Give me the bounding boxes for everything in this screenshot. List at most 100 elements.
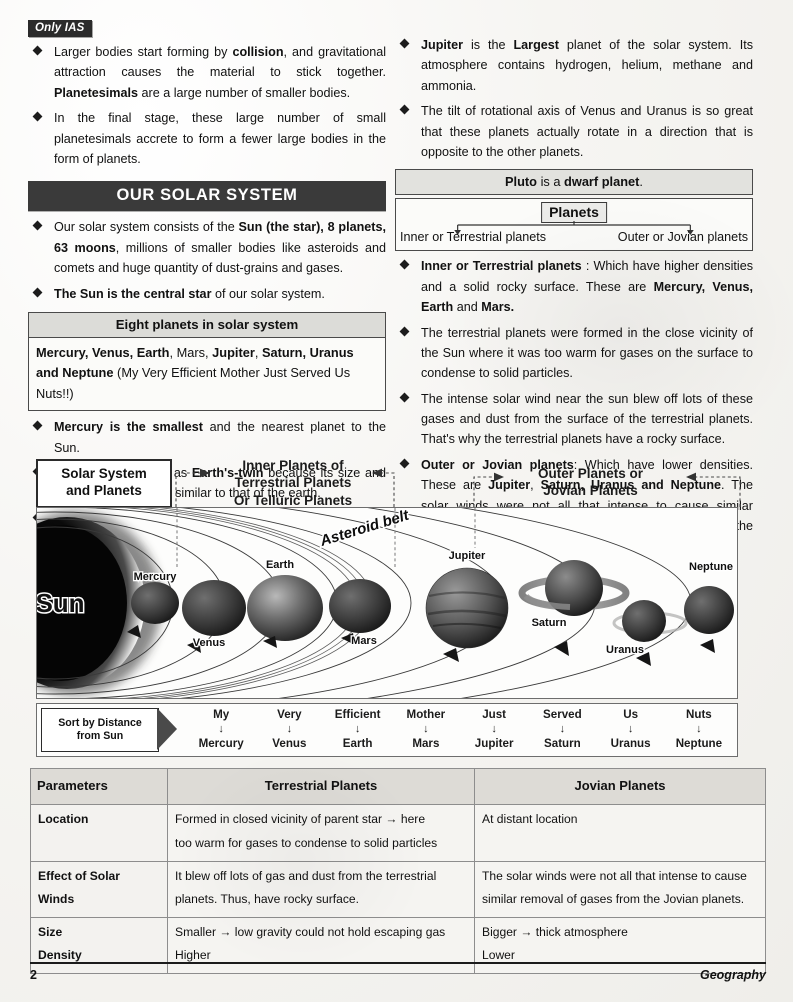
diamond-bullet-icon — [32, 111, 43, 122]
planets-tree-root-label: Planets — [541, 202, 607, 224]
svg-text:Jupiter: Jupiter — [449, 550, 486, 562]
svg-text:Uranus: Uranus — [606, 644, 644, 656]
mnemonic-planet: Jupiter — [474, 737, 514, 751]
mnemonic-item: Served ↓ Saturn — [528, 706, 596, 751]
sort-by-distance-tag: Sort by Distance from Sun — [41, 708, 159, 752]
eight-planets-body: Mercury, Venus, Earth, Mars, Jupiter, Sa… — [36, 344, 354, 401]
planet-orbits-diagram-icon: Sun Sun Mercury Mercury Venus Venus Eart… — [37, 508, 737, 698]
svg-text:Jupiter: Jupiter — [449, 550, 486, 562]
sort-arrow-icon — [157, 708, 177, 750]
bullet-text: Larger bodies start forming by collision… — [54, 45, 387, 100]
bullet-text: In the final stage, these large number o… — [54, 111, 386, 166]
table-row: Location Formed in closed vicinity of pa… — [30, 804, 766, 862]
mnemonic-planet: Uranus — [610, 737, 651, 751]
outer-header-line2: Jovian Planets — [543, 483, 638, 499]
cell-parameter: Effect of Solar Winds — [30, 860, 168, 918]
eight-planets-panel: Eight planets in solar system Mercury, V… — [28, 311, 386, 412]
param-label: Location — [38, 812, 89, 827]
diamond-bullet-icon — [32, 220, 43, 231]
cell-line: Smaller → low gravity could not hold esc… — [175, 924, 446, 939]
sort-tag-line2: from Sun — [76, 730, 124, 742]
svg-text:Venus: Venus — [193, 637, 225, 649]
down-arrow-icon: ↓ — [627, 722, 634, 735]
cell-terrestrial: It blew off lots of gas and dust from th… — [167, 860, 475, 918]
svg-text:Sun: Sun — [37, 588, 85, 618]
down-arrow-icon: ↓ — [286, 722, 293, 735]
diamond-bullet-icon — [399, 259, 410, 270]
diamond-bullet-icon — [399, 38, 410, 49]
page-footer: 2 Geography — [30, 962, 766, 982]
mnemonic-item: Us ↓ Uranus — [597, 706, 665, 751]
svg-text:Sun: Sun — [37, 588, 85, 618]
svg-text:Earth: Earth — [266, 559, 294, 571]
inner-header-line2: Terrestrial Planets — [234, 475, 352, 491]
mnemonic-word: My — [213, 708, 230, 721]
svg-text:Earth: Earth — [266, 559, 294, 571]
mnemonic-word: Just — [482, 708, 507, 721]
down-arrow-icon: ↓ — [559, 722, 566, 735]
list-item: The tilt of rotational axis of Venus and… — [395, 101, 753, 162]
svg-text:Mercury: Mercury — [134, 571, 178, 583]
cell-jovian: Bigger → thick atmosphere Lower — [474, 916, 766, 974]
list-item: In the final stage, these large number o… — [28, 108, 386, 169]
mnemonic-item: Nuts ↓ Neptune — [665, 706, 733, 751]
bullet-text: Our solar system consists of the Sun (th… — [54, 220, 386, 276]
mnemonic-planet: Earth — [342, 737, 373, 751]
cell-line: too warm for gases to condense to solid … — [175, 835, 438, 850]
cell-terrestrial: Smaller → low gravity could not hold esc… — [167, 916, 475, 974]
down-arrow-icon: ↓ — [354, 722, 361, 735]
list-item: Mercury is the smallest and the nearest … — [28, 417, 386, 458]
column-header-jovian: Jovian Planets — [474, 767, 766, 806]
diamond-bullet-icon — [32, 420, 43, 431]
svg-text:Mars: Mars — [351, 635, 377, 647]
param-label-line2: Density — [38, 948, 82, 963]
cell-line: Formed in closed vicinity of parent star… — [175, 812, 426, 827]
mnemonic-item: Just ↓ Jupiter — [460, 706, 528, 751]
list-item: Jupiter is the Largest planet of the sol… — [395, 35, 753, 96]
svg-text:Uranus: Uranus — [606, 644, 644, 656]
list-item: The terrestrial planets were formed in t… — [395, 323, 753, 384]
param-label: Effect of Solar — [38, 868, 120, 883]
footer-rule — [30, 962, 766, 964]
inner-planets-header: Inner Planets of Terrestrial Planets Or … — [188, 457, 398, 509]
figure-title-box: Solar System and Planets — [36, 459, 172, 508]
cell-parameter: Location — [30, 804, 168, 862]
figure-title-line1: Solar System — [61, 466, 147, 481]
list-item: Inner or Terrestrial planets : Which hav… — [395, 256, 753, 317]
inner-header-line3: Or Telluric Planets — [233, 492, 353, 508]
cell-parameter: Size Density — [30, 916, 168, 974]
mnemonic-planet: Neptune — [675, 737, 723, 751]
mnemonic-planet: Mars — [412, 737, 440, 751]
cell-terrestrial: Formed in closed vicinity of parent star… — [167, 804, 475, 862]
svg-text:Neptune: Neptune — [689, 561, 733, 573]
down-arrow-icon: ↓ — [696, 722, 702, 735]
cell-line: planets. Thus, have rocky surface. — [175, 892, 359, 907]
left-column: Only IAS Larger bodies start forming by … — [28, 18, 386, 572]
list-item: The Sun is the central star of our solar… — [28, 284, 386, 304]
sort-by-distance-row: Sort by Distance from Sun My ↓ Mercury V… — [36, 703, 738, 757]
svg-text:Neptune: Neptune — [689, 561, 733, 573]
mnemonic-planet: Venus — [272, 737, 307, 751]
footer-subject: Geography — [700, 968, 766, 982]
diamond-bullet-icon — [399, 104, 410, 115]
right-column: Jupiter is the Largest planet of the sol… — [395, 18, 753, 559]
svg-text:Saturn: Saturn — [532, 617, 567, 629]
list-item: Our solar system consists of the Sun (th… — [28, 217, 386, 278]
outer-header-line1: Outer Planets or — [537, 466, 644, 481]
sort-tag-line1: Sort by Distance — [58, 716, 142, 729]
param-label-line2: Winds — [38, 892, 75, 907]
diamond-bullet-icon — [32, 45, 43, 56]
column-header-terrestrial: Terrestrial Planets — [167, 767, 475, 806]
cell-jovian: The solar winds were not all that intens… — [474, 860, 766, 918]
pluto-note-bar: Pluto is a dwarf planet. — [395, 169, 753, 196]
cell-jovian: At distant location — [474, 804, 766, 862]
table-row: Size Density Smaller → low gravity could… — [30, 916, 766, 974]
mnemonic-planet: Saturn — [544, 737, 581, 751]
down-arrow-icon: ↓ — [218, 722, 224, 735]
mnemonic-item: Very ↓ Venus — [255, 706, 323, 751]
cell-line: similar removal of gases from the Jovian… — [482, 892, 745, 907]
group-bracket-arrows-icon — [175, 468, 741, 507]
jupiter-bullet-list: Jupiter is the Largest planet of the sol… — [395, 18, 753, 162]
mnemonic-word: Efficient — [334, 708, 381, 721]
